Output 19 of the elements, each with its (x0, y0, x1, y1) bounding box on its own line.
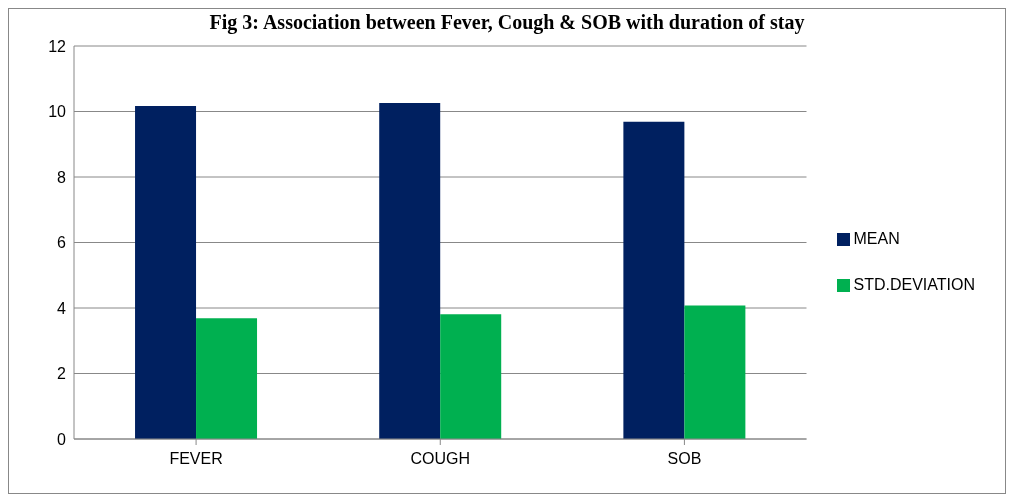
y-tick-label: 2 (57, 365, 67, 383)
y-tick-label: 0 (57, 430, 67, 448)
bar (135, 105, 197, 439)
x-tick-label: FEVER (169, 450, 223, 468)
x-tick-label: SOB (667, 450, 702, 468)
y-tick-label: 10 (48, 103, 67, 121)
bar (379, 102, 441, 439)
y-tick-label: 4 (57, 299, 67, 317)
legend-label: STD.DEVIATION (853, 275, 975, 293)
chart-title: Fig 3: Association between Fever, Cough & SOB with duration of stay (208, 11, 806, 34)
legend-label: MEAN (853, 229, 900, 247)
y-tick-label: 12 (48, 37, 67, 55)
bar (623, 121, 685, 439)
y-tick-label: 6 (57, 234, 67, 252)
y-tick-label: 8 (57, 168, 67, 186)
x-tick-label: COUGH (410, 450, 471, 468)
bar (196, 318, 258, 439)
bar (440, 314, 502, 439)
bar (684, 305, 746, 439)
